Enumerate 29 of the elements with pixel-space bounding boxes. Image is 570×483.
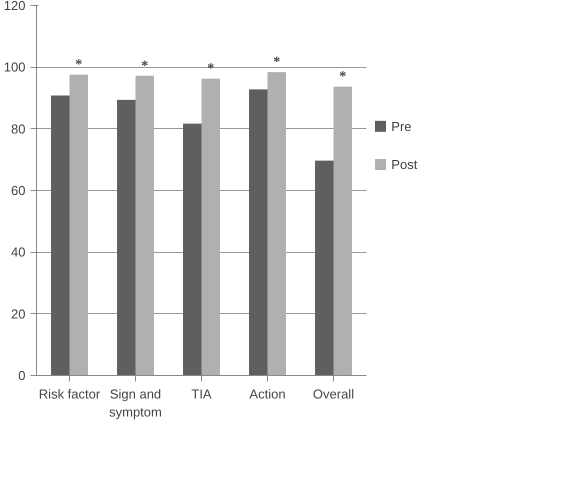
bar — [202, 78, 220, 376]
y-tick-label: 40 — [11, 244, 26, 260]
x-tick-label: Sign and symptom — [109, 386, 162, 420]
bar — [51, 96, 70, 376]
x-tick-label: TIA — [191, 386, 212, 402]
y-tick-label: 20 — [11, 306, 26, 322]
x-tick-label: Risk factor — [38, 386, 101, 402]
y-tick-label: 100 — [4, 60, 26, 75]
y-tick-label: 60 — [11, 183, 26, 198]
y-tick-label: 80 — [11, 121, 26, 136]
annotation: * — [273, 55, 280, 70]
bar — [249, 89, 268, 376]
bar — [268, 72, 286, 376]
x-tick-label: Action — [249, 386, 286, 402]
bar — [183, 124, 202, 376]
y-tick-label: 120 — [4, 0, 26, 13]
bar — [117, 100, 136, 376]
bar — [315, 160, 334, 376]
y-tick-label: 0 — [18, 368, 26, 383]
bar — [70, 74, 88, 376]
annotation: * — [207, 62, 214, 77]
annotation: * — [75, 58, 82, 73]
annotation: * — [339, 70, 346, 85]
bar — [136, 76, 154, 376]
bar — [334, 86, 352, 376]
legend-label: Pre — [391, 118, 412, 134]
x-tick-label: Overall — [312, 386, 354, 402]
legend-label: Post — [391, 157, 418, 172]
annotation: * — [141, 58, 148, 74]
